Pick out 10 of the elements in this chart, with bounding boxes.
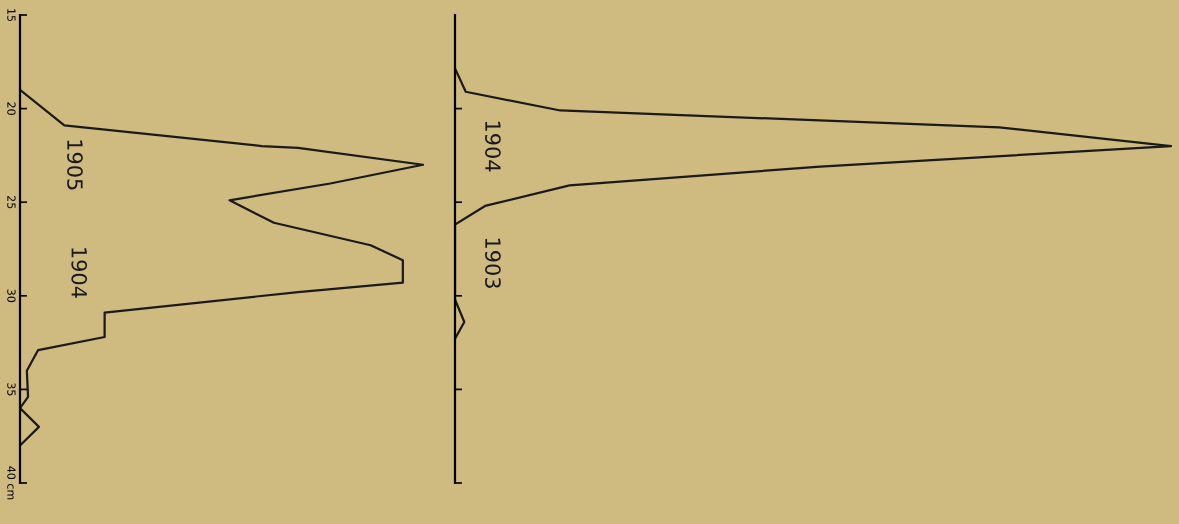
y-tick-label: 20	[7, 102, 16, 115]
annotation: 1903	[485, 238, 501, 288]
y-tick-label: 40 cm	[7, 466, 16, 500]
y-tick-label: 35	[7, 383, 16, 396]
y-tick-label: 25	[7, 195, 16, 209]
y-tick-label: 15	[7, 9, 16, 22]
annotation: 1905	[67, 140, 83, 190]
annotation: 1904	[485, 121, 501, 172]
annotation: 1904	[71, 248, 88, 298]
y-tick-label: 30	[7, 289, 16, 303]
